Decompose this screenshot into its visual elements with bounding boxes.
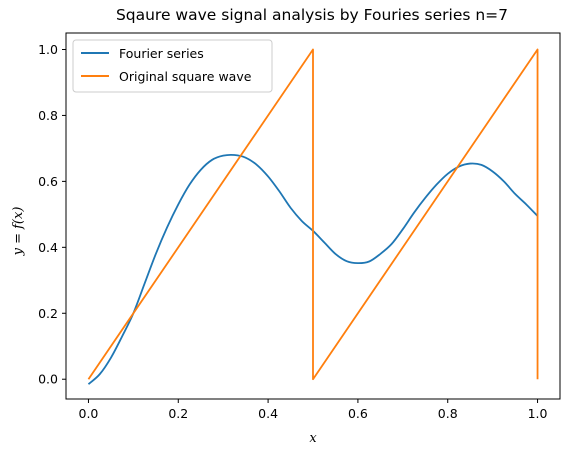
y-tick-label: 1.0 <box>38 42 58 57</box>
y-axis-ticks: 0.0 0.2 0.4 0.6 0.8 1.0 <box>38 42 66 387</box>
x-axis-ticks: 0.0 0.2 0.4 0.6 0.8 1.0 <box>79 399 548 421</box>
y-axis-label: y = f(x) <box>11 207 26 257</box>
y-tick-label: 0.0 <box>38 372 58 387</box>
x-tick-label: 0.4 <box>258 406 278 421</box>
y-tick-label: 0.2 <box>38 306 58 321</box>
series-line-square <box>87 48 539 381</box>
legend-label-square: Original square wave <box>119 69 252 84</box>
x-tick-label: 0.6 <box>348 406 368 421</box>
legend-box <box>72 39 273 93</box>
x-tick-label: 1.0 <box>528 406 548 421</box>
plot-frame <box>65 32 561 400</box>
y-tick-label: 0.4 <box>38 240 58 255</box>
x-tick-label: 0.0 <box>79 406 99 421</box>
legend: Fourier series Original square wave <box>72 39 273 93</box>
series-layer <box>87 48 539 385</box>
x-axis-label: x <box>309 431 317 446</box>
x-tick-label: 0.2 <box>168 406 188 421</box>
chart-title: Sqaure wave signal analysis by Fouries s… <box>116 6 508 24</box>
y-tick-label: 0.6 <box>38 174 58 189</box>
x-tick-label: 0.8 <box>438 406 458 421</box>
legend-label-fourier: Fourier series <box>119 46 204 61</box>
y-tick-label: 0.8 <box>38 108 58 123</box>
